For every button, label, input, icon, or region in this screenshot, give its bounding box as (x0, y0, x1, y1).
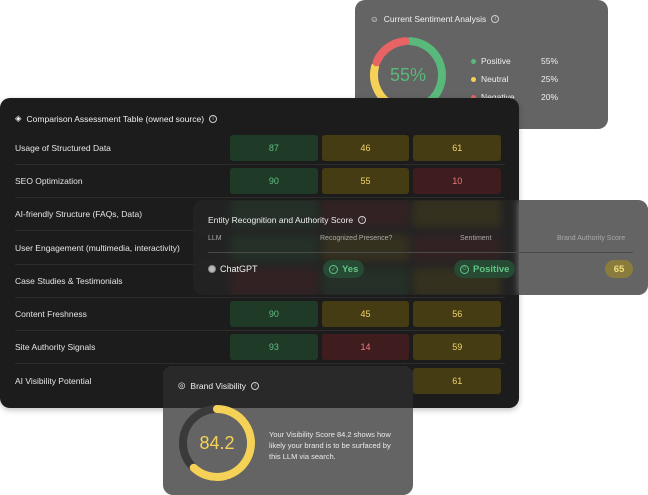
gauge-fill (189, 405, 255, 481)
eye-icon: ◎ (178, 380, 186, 390)
row-label: Site Authority Signals (15, 342, 96, 353)
row-label: Usage of Structured Data (15, 143, 111, 153)
info-icon[interactable]: i (209, 114, 218, 123)
check-circle-icon: ✓ (329, 264, 338, 274)
header-presence: Recognized Presence? (320, 235, 393, 242)
sentiment-legend: Positive 55% Neutral 25% Negative 20% (471, 52, 581, 106)
smile-icon: ☺ (370, 14, 379, 24)
legend-label: Negative (481, 92, 515, 102)
entity-recognition-panel: Entity Recognition and Authority Score i… (193, 200, 648, 295)
row-label: Content Freshness (15, 309, 87, 319)
comparison-title: ◈ Comparison Assessment Table (owned sou… (15, 113, 218, 124)
table-row: Content Freshness 90 45 56 (15, 298, 505, 331)
legend-item: Neutral 25% (471, 70, 581, 88)
score-cell: 90 (230, 168, 318, 195)
score-cell: 14 (321, 334, 410, 361)
presence-badge: ✓ Yes (323, 260, 365, 278)
table-row: Site Authority Signals 93 14 59 (15, 331, 505, 365)
legend-label: Positive (481, 56, 511, 66)
legend-item: Negative 20% (471, 88, 581, 106)
row-label: User Engagement (multimedia, interactivi… (15, 242, 180, 253)
score-cell: 56 (413, 301, 502, 327)
table-row: SEO Optimization 90 55 10 (15, 165, 505, 199)
layers-icon: ◈ (15, 113, 22, 123)
row-label: AI Visibility Potential (15, 375, 92, 386)
sentiment-center-value: 55% (389, 64, 427, 85)
info-icon[interactable]: i (251, 381, 260, 390)
score-cell: 90 (230, 301, 318, 327)
visibility-gauge (179, 405, 255, 481)
brand-title: ◎ Brand Visibility i (178, 380, 260, 391)
brand-header-background (163, 366, 413, 408)
authority-score-badge: 65 (605, 260, 633, 278)
legend-item: Positive 55% (471, 52, 581, 70)
entity-panel-background (519, 200, 648, 295)
score-cell: 61 (413, 135, 502, 161)
score-cell: 10 (413, 168, 502, 195)
legend-label: Neutral (481, 74, 509, 84)
llm-cell: ChatGPT (208, 264, 258, 274)
legend-value: 20% (541, 92, 559, 102)
score-cell: 55 (321, 168, 410, 195)
score-cell: 46 (321, 135, 410, 161)
legend-value: 55% (541, 56, 559, 66)
score-cell: 45 (321, 301, 410, 327)
header-llm: LLM (208, 235, 222, 242)
legend-value: 25% (541, 74, 559, 84)
legend-dot (471, 76, 476, 82)
score-cell: 59 (413, 334, 502, 361)
sentiment-title: ☺ Current Sentiment Analysis i (370, 14, 500, 24)
row-label: Case Studies & Testimonials (15, 275, 123, 286)
smile-icon: ☺ (460, 264, 469, 274)
table-row: Usage of Structured Data 87 46 61 (15, 132, 505, 165)
header-authority-score: Brand Authority Score (557, 235, 626, 242)
score-cell: 93 (230, 334, 318, 361)
info-icon[interactable]: i (358, 216, 367, 224)
score-cell: 87 (230, 135, 318, 161)
divider (208, 252, 633, 253)
entity-title: Entity Recognition and Authority Score i (208, 215, 367, 225)
visibility-score: 84.2 (199, 432, 235, 453)
row-label: SEO Optimization (15, 176, 83, 187)
visibility-description: Your Visibility Score 84.2 shows how lik… (269, 430, 391, 461)
legend-dot (471, 58, 476, 64)
legend-dot (471, 94, 476, 100)
chatgpt-logo-icon (208, 265, 216, 273)
donut-segment-negative (372, 37, 410, 67)
header-sentiment: Sentiment (460, 235, 492, 242)
brand-visibility-panel: ◎ Brand Visibility i 84.2 Your Visibilit… (163, 366, 413, 495)
row-label: AI-friendly Structure (FAQs, Data) (15, 209, 143, 220)
sentiment-badge: ☺ Positive (454, 260, 516, 278)
score-cell: 61 (413, 367, 502, 394)
info-icon[interactable]: i (491, 15, 500, 23)
